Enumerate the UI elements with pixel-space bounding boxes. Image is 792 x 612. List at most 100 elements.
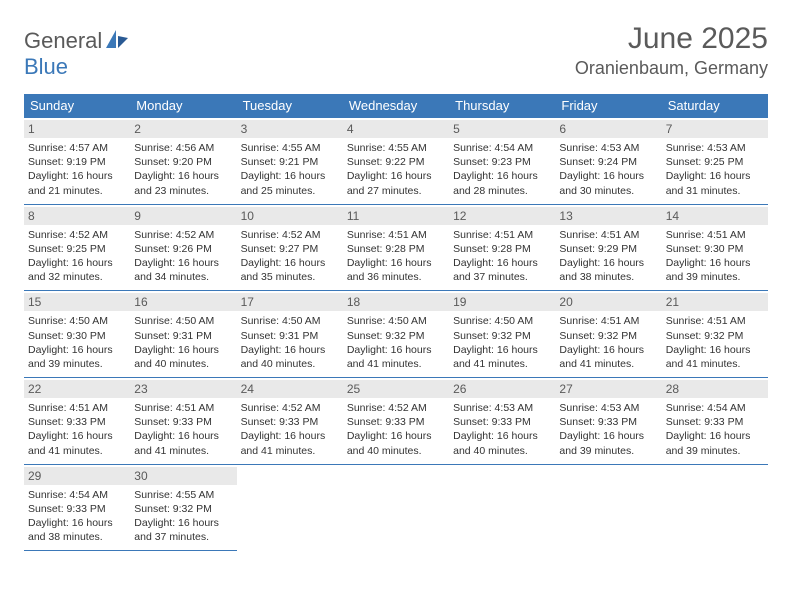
day-number: 24 — [237, 380, 343, 398]
sunrise-line: Sunrise: 4:51 AM — [559, 228, 657, 242]
day-number: 8 — [24, 207, 130, 225]
calendar-cell-empty — [555, 464, 661, 551]
calendar-cell-empty — [343, 464, 449, 551]
sunset-line: Sunset: 9:31 PM — [241, 329, 339, 343]
daylight-line: Daylight: 16 hours and 40 minutes. — [347, 429, 445, 457]
day-number: 9 — [130, 207, 236, 225]
calendar-cell: 23Sunrise: 4:51 AMSunset: 9:33 PMDayligh… — [130, 378, 236, 465]
day-number: 25 — [343, 380, 449, 398]
daylight-line: Daylight: 16 hours and 38 minutes. — [559, 256, 657, 284]
sunset-line: Sunset: 9:23 PM — [453, 155, 551, 169]
sunrise-line: Sunrise: 4:51 AM — [28, 401, 126, 415]
sunrise-line: Sunrise: 4:50 AM — [134, 314, 232, 328]
day-number: 26 — [449, 380, 555, 398]
sunrise-line: Sunrise: 4:51 AM — [134, 401, 232, 415]
title-block: June 2025 Oranienbaum, Germany — [575, 22, 768, 79]
sunset-line: Sunset: 9:20 PM — [134, 155, 232, 169]
sunrise-line: Sunrise: 4:55 AM — [347, 141, 445, 155]
daylight-line: Daylight: 16 hours and 39 minutes. — [666, 256, 764, 284]
calendar-cell: 3Sunrise: 4:55 AMSunset: 9:21 PMDaylight… — [237, 118, 343, 205]
sunset-line: Sunset: 9:33 PM — [28, 502, 126, 516]
day-number: 6 — [555, 120, 661, 138]
calendar-cell: 20 Sunrise: 4:51 AMSunset: 9:32 PMDayligh… — [555, 291, 661, 378]
sunset-line: Sunset: 9:27 PM — [241, 242, 339, 256]
day-number: 5 — [449, 120, 555, 138]
calendar-row: 29Sunrise: 4:54 AMSunset: 9:33 PMDayligh… — [24, 464, 768, 551]
daylight-line: Daylight: 16 hours and 31 minutes. — [666, 169, 764, 197]
daylight-line: Daylight: 16 hours and 38 minutes. — [28, 516, 126, 544]
calendar-cell: 30Sunrise: 4:55 AMSunset: 9:32 PMDayligh… — [130, 464, 236, 551]
daylight-line: Daylight: 16 hours and 40 minutes. — [241, 343, 339, 371]
day-number: 4 — [343, 120, 449, 138]
daylight-line: Daylight: 16 hours and 40 minutes. — [453, 429, 551, 457]
sunrise-line: Sunrise: 4:53 AM — [559, 141, 657, 155]
daylight-line: Daylight: 16 hours and 41 minutes. — [559, 343, 657, 371]
sunset-line: Sunset: 9:33 PM — [666, 415, 764, 429]
day-number: 1 — [24, 120, 130, 138]
calendar-cell: 24Sunrise: 4:52 AMSunset: 9:33 PMDayligh… — [237, 378, 343, 465]
daylight-line: Daylight: 16 hours and 41 minutes. — [453, 343, 551, 371]
calendar-cell: 26Sunrise: 4:53 AMSunset: 9:33 PMDayligh… — [449, 378, 555, 465]
day-number: 30 — [130, 467, 236, 485]
calendar-table: Sunday Monday Tuesday Wednesday Thursday… — [24, 94, 768, 551]
sunrise-line: Sunrise: 4:51 AM — [666, 314, 764, 328]
sunset-line: Sunset: 9:33 PM — [241, 415, 339, 429]
sunrise-line: Sunrise: 4:52 AM — [347, 401, 445, 415]
day-number: 29 — [24, 467, 130, 485]
day-number: 14 — [662, 207, 768, 225]
calendar-cell: 29Sunrise: 4:54 AMSunset: 9:33 PMDayligh… — [24, 464, 130, 551]
weekday-header: Tuesday — [237, 94, 343, 118]
calendar-cell: 14 Sunrise: 4:51 AMSunset: 9:30 PMDayligh… — [662, 204, 768, 291]
day-number: 2 — [130, 120, 236, 138]
day-number: 23 — [130, 380, 236, 398]
day-number: 10 — [237, 207, 343, 225]
sunset-line: Sunset: 9:33 PM — [559, 415, 657, 429]
day-number: 22 — [24, 380, 130, 398]
day-number: 15 — [24, 293, 130, 311]
calendar-cell: 11Sunrise: 4:51 AMSunset: 9:28 PMDayligh… — [343, 204, 449, 291]
sunset-line: Sunset: 9:32 PM — [559, 329, 657, 343]
day-number: 19 — [449, 293, 555, 311]
calendar-cell-empty — [449, 464, 555, 551]
calendar-cell: 17Sunrise: 4:50 AMSunset: 9:31 PMDayligh… — [237, 291, 343, 378]
sunrise-line: Sunrise: 4:52 AM — [28, 228, 126, 242]
daylight-line: Daylight: 16 hours and 21 minutes. — [28, 169, 126, 197]
day-number: 20 — [555, 293, 661, 311]
calendar-cell: 25Sunrise: 4:52 AMSunset: 9:33 PMDayligh… — [343, 378, 449, 465]
calendar-row: 8Sunrise: 4:52 AMSunset: 9:25 PMDaylight… — [24, 204, 768, 291]
sunset-line: Sunset: 9:24 PM — [559, 155, 657, 169]
weekday-header: Sunday — [24, 94, 130, 118]
sunset-line: Sunset: 9:26 PM — [134, 242, 232, 256]
daylight-line: Daylight: 16 hours and 32 minutes. — [28, 256, 126, 284]
sunset-line: Sunset: 9:32 PM — [453, 329, 551, 343]
sunset-line: Sunset: 9:19 PM — [28, 155, 126, 169]
sunset-line: Sunset: 9:30 PM — [666, 242, 764, 256]
day-number: 28 — [662, 380, 768, 398]
calendar-cell: 19Sunrise: 4:50 AMSunset: 9:32 PMDayligh… — [449, 291, 555, 378]
daylight-line: Daylight: 16 hours and 41 minutes. — [666, 343, 764, 371]
sunset-line: Sunset: 9:22 PM — [347, 155, 445, 169]
sunrise-line: Sunrise: 4:50 AM — [241, 314, 339, 328]
daylight-line: Daylight: 16 hours and 41 minutes. — [28, 429, 126, 457]
sunrise-line: Sunrise: 4:53 AM — [453, 401, 551, 415]
sunrise-line: Sunrise: 4:52 AM — [241, 228, 339, 242]
day-number: 21 — [662, 293, 768, 311]
sunrise-line: Sunrise: 4:51 AM — [559, 314, 657, 328]
sunset-line: Sunset: 9:32 PM — [666, 329, 764, 343]
calendar-row: 22Sunrise: 4:51 AMSunset: 9:33 PMDayligh… — [24, 378, 768, 465]
calendar-cell: 8 Sunrise: 4:52 AMSunset: 9:25 PMDaylight… — [24, 204, 130, 291]
sunset-line: Sunset: 9:25 PM — [28, 242, 126, 256]
sunrise-line: Sunrise: 4:55 AM — [241, 141, 339, 155]
calendar-cell: 18Sunrise: 4:50 AMSunset: 9:32 PMDayligh… — [343, 291, 449, 378]
sunrise-line: Sunrise: 4:51 AM — [453, 228, 551, 242]
day-number: 13 — [555, 207, 661, 225]
daylight-line: Daylight: 16 hours and 39 minutes. — [28, 343, 126, 371]
sunset-line: Sunset: 9:33 PM — [28, 415, 126, 429]
calendar-cell-empty — [237, 464, 343, 551]
calendar-cell: 22 Sunrise: 4:51 AMSunset: 9:33 PMDayligh… — [24, 378, 130, 465]
page-header: General Blue June 2025 Oranienbaum, Germ… — [24, 22, 768, 80]
calendar-cell: 27Sunrise: 4:53 AMSunset: 9:33 PMDayligh… — [555, 378, 661, 465]
calendar-cell-empty — [662, 464, 768, 551]
sunset-line: Sunset: 9:31 PM — [134, 329, 232, 343]
sunrise-line: Sunrise: 4:51 AM — [666, 228, 764, 242]
